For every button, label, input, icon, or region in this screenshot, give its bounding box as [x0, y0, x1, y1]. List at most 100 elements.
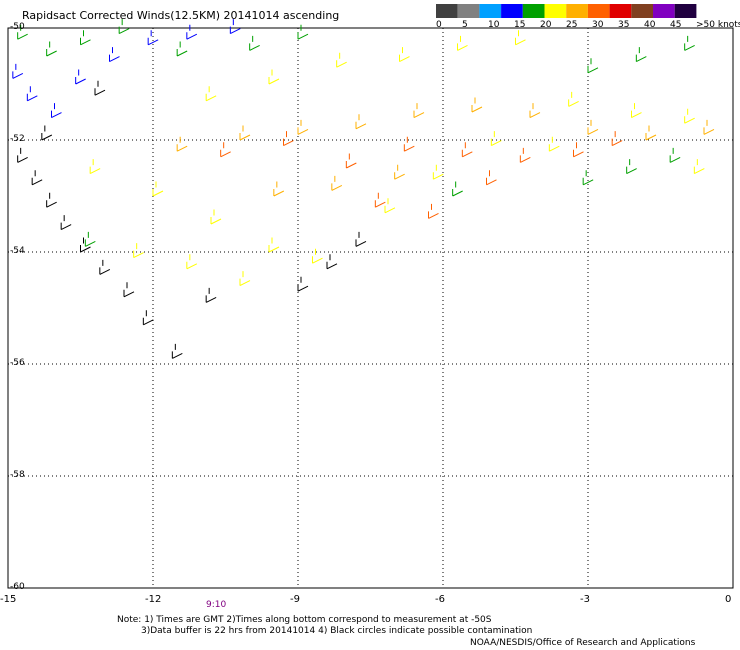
wind-barb [582, 170, 594, 186]
wind-barb [529, 103, 541, 119]
legend-label: 10 [488, 20, 500, 30]
note-line-2: 3)Data buffer is 22 hrs from 20141014 4)… [141, 626, 533, 636]
y-tick-label: -60 [10, 582, 25, 592]
wind-barb [41, 125, 53, 141]
wind-barb [186, 24, 198, 40]
wind-barb [239, 271, 251, 287]
wind-barb [631, 103, 642, 119]
wind-barb [123, 282, 135, 298]
wind-barb [326, 254, 338, 270]
wind-barb [12, 63, 24, 79]
wind-barb [89, 159, 101, 175]
y-tick-label: -52 [10, 134, 25, 144]
legend-swatch [631, 4, 653, 18]
legend-label: 45 [670, 20, 682, 30]
wind-barb [452, 181, 463, 197]
wind-barb [568, 91, 579, 107]
wind-barb [461, 142, 473, 158]
color-legend [436, 4, 697, 18]
legend-swatch [566, 4, 588, 18]
legend-label: 35 [618, 20, 630, 30]
wind-barb [457, 35, 468, 51]
wind-barb [94, 80, 106, 96]
y-tick-label: -54 [10, 246, 25, 256]
wind-barb [273, 181, 285, 197]
wind-barb [205, 287, 217, 303]
wind-barb [471, 97, 483, 113]
legend-swatch [501, 4, 523, 18]
wind-barb [80, 30, 91, 46]
legend-swatch [587, 4, 610, 18]
wind-barb [186, 254, 198, 270]
wind-barb [573, 142, 584, 158]
legend-swatch [436, 4, 458, 18]
wind-barb [548, 136, 560, 152]
wind-barb [519, 147, 531, 163]
wind-barb [684, 108, 695, 124]
page-title: Rapidsact Corrected Winds(12.5KM) 201410… [22, 9, 340, 22]
wind-barb [171, 343, 183, 359]
legend-swatch [457, 4, 480, 18]
wind-barb [345, 153, 357, 169]
wind-barb [399, 47, 410, 63]
wind-barb [669, 147, 681, 163]
wind-barb [109, 47, 120, 63]
wind-barb [413, 103, 425, 119]
wind-barb [384, 198, 396, 214]
wind-barb [703, 119, 715, 135]
wind-barb [515, 30, 526, 46]
wind-barb [210, 209, 222, 225]
wind-barb [394, 164, 405, 180]
wind-barb [17, 147, 28, 163]
wind-barb [611, 131, 623, 147]
y-tick-label: -58 [10, 470, 25, 480]
credit-line: NOAA/NESDIS/Office of Research and Appli… [470, 638, 696, 648]
x-tick-label: -15 [0, 594, 17, 605]
wind-barb [336, 52, 347, 68]
x-tick-label: -12 [145, 594, 162, 605]
wind-barb [626, 159, 637, 175]
wind-barb [220, 142, 231, 158]
legend-label: 25 [566, 20, 578, 30]
legend-swatch [522, 4, 545, 18]
wind-barb [374, 192, 386, 208]
wind-barb [297, 24, 309, 40]
wind-barb [80, 237, 91, 253]
legend-swatch [609, 4, 632, 18]
wind-barb [428, 203, 439, 219]
wind-barb [31, 170, 43, 186]
wind-barb [490, 131, 502, 147]
y-tick-label: -56 [10, 358, 25, 368]
wind-barb [46, 41, 57, 57]
legend-label: 15 [514, 20, 526, 30]
x-tick-label: -6 [435, 594, 445, 605]
wind-barb [75, 69, 86, 85]
grid-lines [7, 27, 734, 589]
plot-frame [7, 27, 734, 589]
wind-barb [51, 103, 62, 119]
wind-barb [693, 159, 705, 175]
legend-swatch [479, 4, 502, 18]
wind-barb [142, 310, 154, 326]
wind-barb [205, 86, 217, 102]
wind-barb [99, 259, 111, 275]
wind-barb [486, 170, 497, 186]
wind-barb [355, 114, 367, 130]
wind-barb [403, 136, 415, 152]
wind-barb [297, 119, 309, 135]
wind-barb [684, 35, 695, 51]
x-tick-label: -3 [580, 594, 590, 605]
note-line-1: Note: 1) Times are GMT 2)Times along bot… [117, 615, 492, 625]
legend-swatch [653, 4, 675, 18]
wind-barb [17, 24, 28, 40]
x-tick-label: -9 [290, 594, 300, 605]
legend-label: >50 knots [696, 20, 740, 30]
wind-barb [268, 237, 280, 253]
wind-barb [60, 215, 72, 231]
wind-barb [587, 119, 599, 135]
y-tick-label: -50 [10, 22, 25, 32]
wind-barb [268, 69, 280, 85]
time-label: 9:10 [206, 600, 227, 610]
x-tick-label: 0 [725, 594, 732, 605]
wind-barb [587, 58, 599, 74]
